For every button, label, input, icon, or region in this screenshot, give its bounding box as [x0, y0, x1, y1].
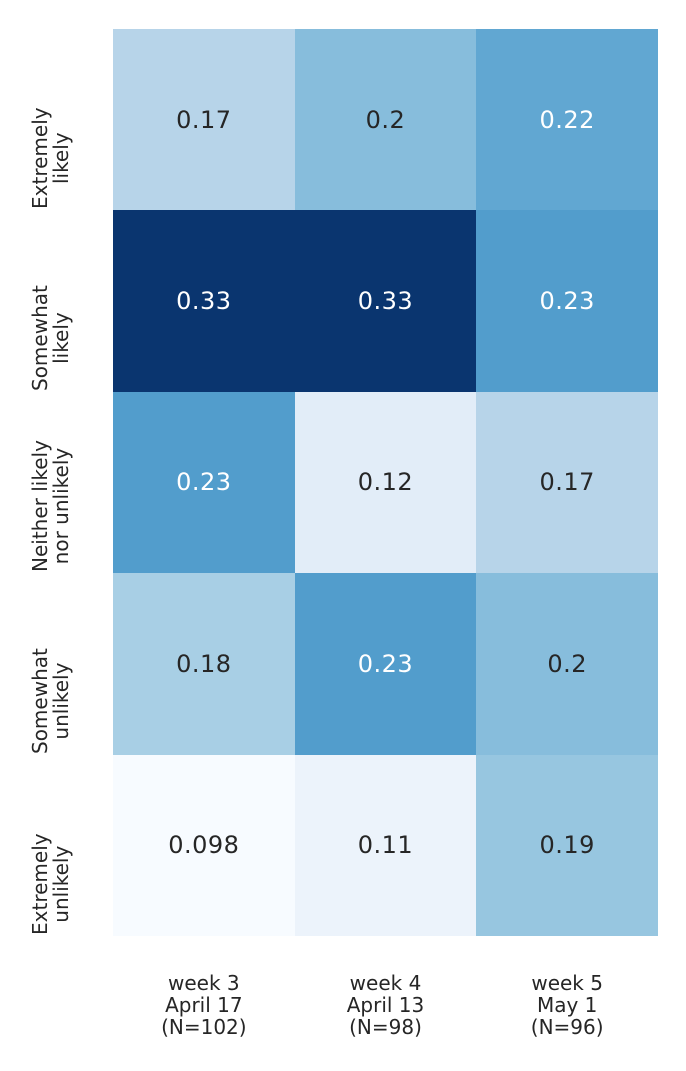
heatmap-cell: 0.19 [476, 754, 658, 936]
heatmap-cell: 0.11 [294, 754, 477, 936]
x-tick-label-week-3: week 3 April 17 (N=102) [161, 971, 247, 1039]
y-tick-label-somewhat-likely: Somewhat likely [28, 284, 73, 391]
x-tick-label-week-5: week 5 May 1 (N=96) [530, 971, 604, 1039]
y-tick-slot: Extremely unlikely [0, 755, 113, 936]
heatmap-cell: 0.18 [113, 573, 295, 755]
y-tick-label-extremely-likely: Extremely likely [28, 107, 73, 210]
heatmap-cell: 0.12 [294, 391, 477, 574]
y-tick-label-extremely-unlikely: Extremely unlikely [28, 833, 73, 935]
x-axis-labels: week 3 April 17 (N=102) week 4 April 13 … [113, 972, 658, 1038]
heatmap-cell: 0.2 [294, 29, 477, 211]
x-tick-label-week-4: week 4 April 13 (N=98) [346, 971, 425, 1039]
y-tick-slot: Extremely likely [0, 29, 113, 210]
y-tick-label-neither-likely-nor-unlikely: Neither likely nor unlikely [28, 440, 73, 573]
heatmap-grid: 0.17 0.2 0.22 0.33 0.33 0.23 0.23 0.12 0… [113, 29, 658, 936]
heatmap-cell: 0.23 [113, 391, 295, 574]
heatmap-cell: 0.098 [113, 754, 295, 936]
heatmap-cell: 0.23 [294, 573, 477, 755]
heatmap-cell: 0.17 [476, 391, 658, 574]
y-tick-slot: Somewhat likely [0, 210, 113, 391]
y-tick-slot: Neither likely nor unlikely [0, 392, 113, 573]
heatmap-cell: 0.22 [476, 29, 658, 211]
heatmap-cell: 0.17 [113, 29, 295, 211]
heatmap-cell: 0.33 [294, 210, 477, 392]
y-tick-label-somewhat-unlikely: Somewhat unlikely [28, 647, 73, 754]
heatmap-cell: 0.23 [476, 210, 658, 392]
y-axis-labels: Extremely likely Somewhat likely Neither… [0, 29, 113, 936]
y-tick-slot: Somewhat unlikely [0, 573, 113, 754]
heatmap-cell: 0.33 [113, 210, 295, 392]
heatmap-cell: 0.2 [476, 573, 658, 755]
